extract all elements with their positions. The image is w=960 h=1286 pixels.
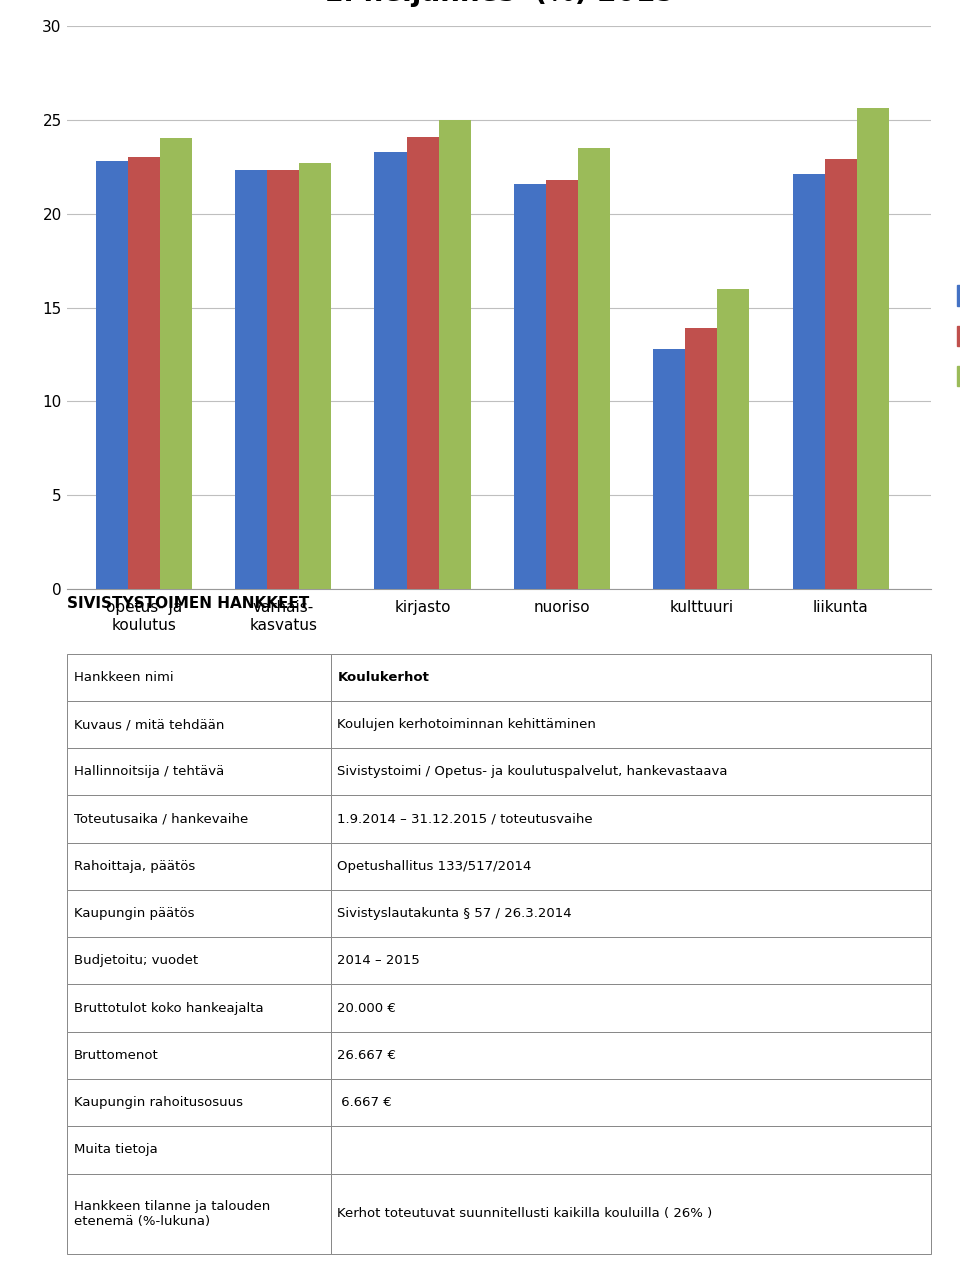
Text: 26.667 €: 26.667 € (338, 1049, 396, 1062)
Text: Budjetoitu; vuodet: Budjetoitu; vuodet (74, 954, 198, 967)
Text: Hankkeen nimi: Hankkeen nimi (74, 671, 174, 684)
Bar (406, 136, 439, 589)
Text: Kaupungin rahoitusosuus: Kaupungin rahoitusosuus (74, 1096, 243, 1109)
Text: Hallinnoitsija / tehtävä: Hallinnoitsija / tehtävä (74, 765, 225, 778)
Text: Bruttotulot koko hankeajalta: Bruttotulot koko hankeajalta (74, 1002, 264, 1015)
Text: Koulukerhot: Koulukerhot (338, 671, 429, 684)
Text: Kerhot toteutuvat suunnitellusti kaikilla kouluilla ( 26% ): Kerhot toteutuvat suunnitellusti kaikill… (338, 1208, 712, 1220)
Legend: 2013, 2014, 2015: 2013, 2014, 2015 (948, 276, 960, 395)
Bar (128, 157, 160, 589)
Bar (439, 120, 470, 589)
Text: Rahoittaja, päätös: Rahoittaja, päätös (74, 860, 195, 873)
Text: 6.667 €: 6.667 € (338, 1096, 393, 1109)
Text: Kaupungin päätös: Kaupungin päätös (74, 907, 195, 919)
Bar (856, 108, 889, 589)
Text: Bruttomenot: Bruttomenot (74, 1049, 158, 1062)
Text: Opetushallitus 133/517/2014: Opetushallitus 133/517/2014 (338, 860, 532, 873)
Bar (825, 159, 856, 589)
Text: Kuvaus / mitä tehdään: Kuvaus / mitä tehdään (74, 718, 225, 730)
Bar (300, 163, 331, 589)
Text: SIVISTYSTOIMEN HANKKEET: SIVISTYSTOIMEN HANKKEET (67, 595, 309, 611)
Title: Palkkojen (ei sis.sivukuluja) toteuma
1. neljännes  (%) 2015: Palkkojen (ei sis.sivukuluja) toteuma 1.… (209, 0, 789, 6)
Text: Koulujen kerhotoiminnan kehittäminen: Koulujen kerhotoiminnan kehittäminen (338, 718, 596, 730)
Text: Muita tietoja: Muita tietoja (74, 1143, 157, 1156)
Bar (96, 161, 128, 589)
Bar (160, 139, 192, 589)
Bar (717, 289, 750, 589)
Bar (235, 170, 267, 589)
Bar (514, 184, 546, 589)
Bar (793, 174, 825, 589)
Text: 20.000 €: 20.000 € (338, 1002, 396, 1015)
Bar (578, 148, 610, 589)
Bar (653, 349, 685, 589)
Text: Hankkeen tilanne ja talouden
etenemä (%-lukuna): Hankkeen tilanne ja talouden etenemä (%-… (74, 1200, 270, 1228)
Bar (685, 328, 717, 589)
Text: Toteutusaika / hankevaihe: Toteutusaika / hankevaihe (74, 813, 249, 826)
Text: 2014 – 2015: 2014 – 2015 (338, 954, 420, 967)
Bar (546, 180, 578, 589)
Text: Sivistyslautakunta § 57 / 26.3.2014: Sivistyslautakunta § 57 / 26.3.2014 (338, 907, 572, 919)
Bar (374, 152, 406, 589)
Text: Sivistystoimi / Opetus- ja koulutuspalvelut, hankevastaava: Sivistystoimi / Opetus- ja koulutuspalve… (338, 765, 728, 778)
Bar (267, 170, 300, 589)
Text: 1.9.2014 – 31.12.2015 / toteutusvaihe: 1.9.2014 – 31.12.2015 / toteutusvaihe (338, 813, 593, 826)
